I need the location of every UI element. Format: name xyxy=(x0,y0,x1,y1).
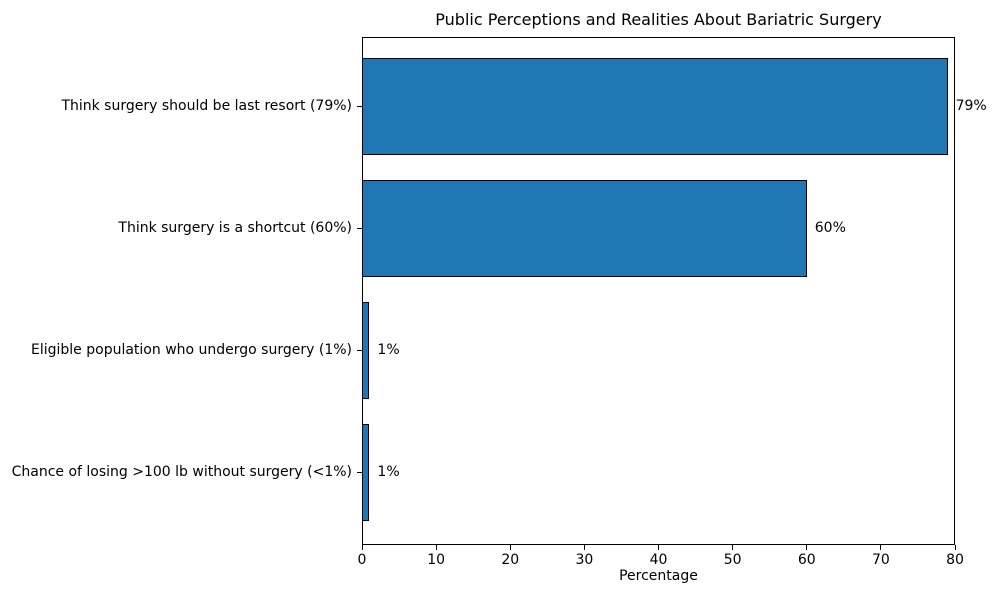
x-tick xyxy=(658,545,659,550)
y-tick xyxy=(357,227,362,229)
x-tick xyxy=(435,545,437,550)
x-tick xyxy=(732,545,734,550)
y-tick xyxy=(357,349,362,351)
x-axis-label: Percentage xyxy=(619,568,698,584)
x-tick xyxy=(509,545,511,550)
bar-value-label: 1% xyxy=(377,342,400,358)
bar xyxy=(362,423,370,521)
chart-title: Public Perceptions and Realities About B… xyxy=(435,10,882,29)
x-tick-label: 70 xyxy=(871,552,890,568)
x-tick-label: 20 xyxy=(501,552,520,568)
y-category-label: Eligible population who undergo surgery … xyxy=(31,342,352,358)
bar xyxy=(362,301,370,399)
x-tick xyxy=(954,545,956,550)
bar-value-label: 60% xyxy=(814,220,846,236)
x-tick xyxy=(361,545,363,550)
x-tick xyxy=(880,545,882,550)
bar xyxy=(362,57,948,155)
x-tick-label: 60 xyxy=(797,552,816,568)
x-tick xyxy=(806,545,808,550)
x-tick-label: 80 xyxy=(946,552,964,568)
x-tick-label: 0 xyxy=(357,552,367,568)
x-tick-label: 30 xyxy=(575,552,594,568)
x-tick xyxy=(583,545,585,550)
bar xyxy=(362,179,807,277)
y-category-label: Think surgery should be last resort (79%… xyxy=(61,98,352,114)
y-tick xyxy=(357,105,362,107)
bar-value-label: 1% xyxy=(377,464,400,480)
y-category-label: Chance of losing >100 lb without surgery… xyxy=(11,464,352,480)
bar-value-label: 79% xyxy=(955,98,987,114)
x-tick-label: 10 xyxy=(427,552,446,568)
y-category-label: Think surgery is a shortcut (60%) xyxy=(118,220,352,236)
y-tick xyxy=(357,471,362,473)
x-tick-label: 40 xyxy=(649,552,668,568)
x-tick-label: 50 xyxy=(723,552,742,568)
